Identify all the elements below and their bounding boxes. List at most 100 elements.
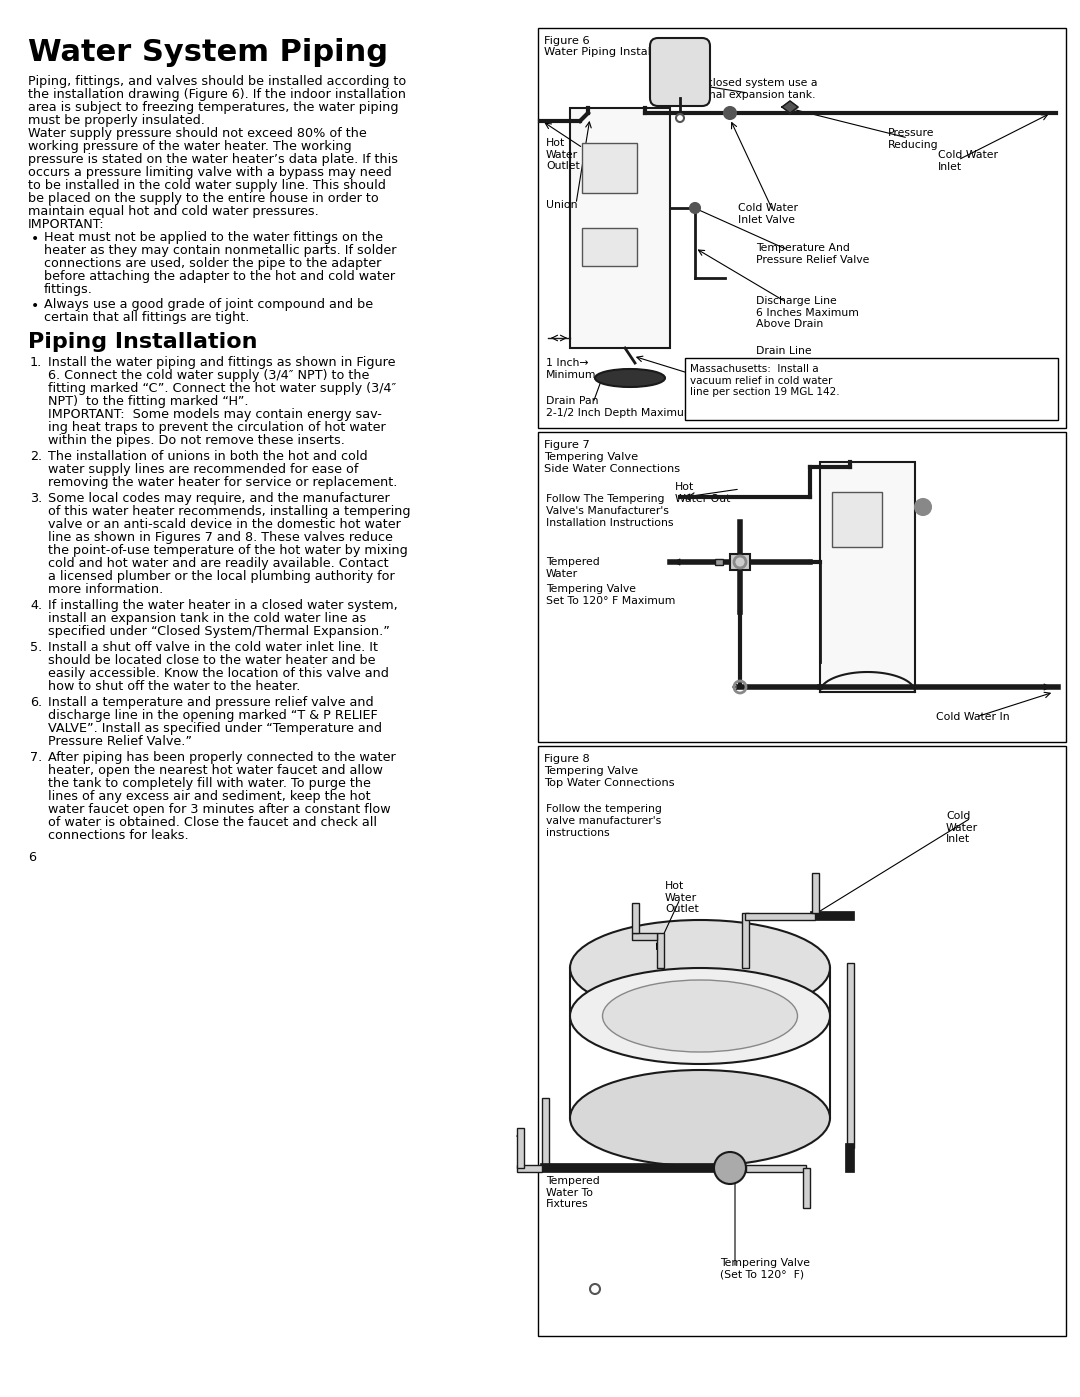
Text: connections for leaks.: connections for leaks. xyxy=(48,828,189,842)
Text: easily accessible. Know the location of this valve and: easily accessible. Know the location of … xyxy=(48,666,389,680)
Ellipse shape xyxy=(570,968,831,1065)
Bar xyxy=(715,559,723,564)
Bar xyxy=(538,28,1066,427)
Text: •: • xyxy=(31,232,39,246)
Text: In a closed system use a
thermal expansion tank.: In a closed system use a thermal expansi… xyxy=(683,78,818,99)
Bar xyxy=(730,555,750,570)
Text: 2.: 2. xyxy=(30,450,42,462)
Text: specified under “Closed System/Thermal Expansion.”: specified under “Closed System/Thermal E… xyxy=(48,624,390,638)
Text: Install a shut off valve in the cold water inlet line. It: Install a shut off valve in the cold wat… xyxy=(48,641,378,654)
Text: fitting marked “C”. Connect the hot water supply (3/4″: fitting marked “C”. Connect the hot wate… xyxy=(48,381,396,395)
Text: valve manufacturer's: valve manufacturer's xyxy=(546,816,661,826)
Text: •: • xyxy=(31,299,39,313)
Bar xyxy=(570,108,670,348)
Text: Heat must not be applied to the water fittings on the: Heat must not be applied to the water fi… xyxy=(44,231,383,244)
Text: area is subject to freezing temperatures, the water piping: area is subject to freezing temperatures… xyxy=(28,101,399,115)
Text: working pressure of the water heater. The working: working pressure of the water heater. Th… xyxy=(28,140,352,154)
Ellipse shape xyxy=(570,921,831,1016)
Bar xyxy=(582,142,637,193)
Text: Valve's Manufacturer's: Valve's Manufacturer's xyxy=(546,506,669,515)
FancyBboxPatch shape xyxy=(650,38,710,106)
Bar xyxy=(517,1127,524,1168)
Text: Tempering Valve: Tempering Valve xyxy=(544,453,638,462)
Text: Water Piping Installation: Water Piping Installation xyxy=(544,47,683,57)
Polygon shape xyxy=(782,101,798,113)
Text: the installation drawing (Figure 6). If the indoor installation: the installation drawing (Figure 6). If … xyxy=(28,88,406,101)
Bar xyxy=(538,432,1066,742)
Text: water faucet open for 3 minutes after a constant flow: water faucet open for 3 minutes after a … xyxy=(48,803,391,816)
Text: pressure is stated on the water heater’s data plate. If this: pressure is stated on the water heater’s… xyxy=(28,154,399,166)
Bar xyxy=(745,914,815,921)
Text: Union: Union xyxy=(546,200,578,210)
Text: heater, open the nearest hot water faucet and allow: heater, open the nearest hot water fauce… xyxy=(48,764,383,777)
Text: Figure 6: Figure 6 xyxy=(544,36,590,46)
Text: more information.: more information. xyxy=(48,583,163,597)
Text: how to shut off the water to the heater.: how to shut off the water to the heater. xyxy=(48,680,300,693)
Text: Installation Instructions: Installation Instructions xyxy=(546,518,674,528)
Text: Hot
Water
Outlet: Hot Water Outlet xyxy=(546,138,580,172)
Text: removing the water heater for service or replacement.: removing the water heater for service or… xyxy=(48,476,397,489)
Text: before attaching the adapter to the hot and cold water: before attaching the adapter to the hot … xyxy=(44,270,395,284)
Text: 4.: 4. xyxy=(30,599,42,612)
Text: 1 Inch→: 1 Inch→ xyxy=(546,358,589,367)
Text: instructions: instructions xyxy=(546,828,609,838)
Text: of water is obtained. Close the faucet and check all: of water is obtained. Close the faucet a… xyxy=(48,816,377,828)
Text: After piping has been properly connected to the water: After piping has been properly connected… xyxy=(48,752,395,764)
Text: Water supply pressure should not exceed 80% of the: Water supply pressure should not exceed … xyxy=(28,127,367,140)
Bar xyxy=(832,492,882,548)
Text: the point-of-use temperature of the hot water by mixing: the point-of-use temperature of the hot … xyxy=(48,543,408,557)
Circle shape xyxy=(915,499,931,515)
Bar xyxy=(746,1165,806,1172)
Bar xyxy=(847,963,854,1148)
Text: Discharge Line
6 Inches Maximum
Above Drain: Discharge Line 6 Inches Maximum Above Dr… xyxy=(756,296,859,330)
Text: Massachusetts:  Install a
vacuum relief in cold water
line per section 19 MGL 14: Massachusetts: Install a vacuum relief i… xyxy=(690,365,839,397)
Text: Tempering Valve: Tempering Valve xyxy=(544,766,638,775)
Text: discharge line in the opening marked “T & P RELIEF: discharge line in the opening marked “T … xyxy=(48,710,378,722)
Text: Pressure
Reducing: Pressure Reducing xyxy=(888,129,939,149)
Text: 3.: 3. xyxy=(30,492,42,504)
Text: Temperature And
Pressure Relief Valve: Temperature And Pressure Relief Valve xyxy=(756,243,869,264)
Text: Cold Water In: Cold Water In xyxy=(936,712,1010,722)
Text: Piping, fittings, and valves should be installed according to: Piping, fittings, and valves should be i… xyxy=(28,75,406,88)
Text: 1.: 1. xyxy=(30,356,42,369)
Text: occurs a pressure limiting valve with a bypass may need: occurs a pressure limiting valve with a … xyxy=(28,166,392,179)
Bar xyxy=(657,933,664,968)
Text: 6. Connect the cold water supply (3/4″ NPT) to the: 6. Connect the cold water supply (3/4″ N… xyxy=(48,369,369,381)
Text: Always use a good grade of joint compound and be: Always use a good grade of joint compoun… xyxy=(44,298,373,312)
Text: Install a temperature and pressure relief valve and: Install a temperature and pressure relie… xyxy=(48,696,374,710)
Bar xyxy=(582,228,637,265)
Text: Cold
Water
Inlet: Cold Water Inlet xyxy=(946,812,978,844)
Bar xyxy=(820,462,915,692)
Bar xyxy=(685,358,1058,420)
Text: Water: Water xyxy=(546,569,578,578)
Text: Tempering Valve: Tempering Valve xyxy=(546,584,636,594)
Text: Tempered
Water To
Fixtures: Tempered Water To Fixtures xyxy=(546,1176,599,1210)
Circle shape xyxy=(724,108,735,119)
Circle shape xyxy=(714,1153,746,1185)
Text: Top Water Connections: Top Water Connections xyxy=(544,778,675,788)
Text: The installation of unions in both the hot and cold: The installation of unions in both the h… xyxy=(48,450,367,462)
Text: to be installed in the cold water supply line. This should: to be installed in the cold water supply… xyxy=(28,179,386,191)
Text: Follow the tempering: Follow the tempering xyxy=(546,805,662,814)
Text: within the pipes. Do not remove these inserts.: within the pipes. Do not remove these in… xyxy=(48,434,345,447)
Text: Drain Line
3/4 Inch ID
Minimum: Drain Line 3/4 Inch ID Minimum xyxy=(756,346,815,379)
Text: Tempering Valve
(Set To 120°  F): Tempering Valve (Set To 120° F) xyxy=(720,1259,810,1280)
Text: Figure 7: Figure 7 xyxy=(544,440,590,450)
Text: Figure 8: Figure 8 xyxy=(544,754,590,764)
Text: 7.: 7. xyxy=(30,752,42,764)
Text: Drain Pan
2-1/2 Inch Depth Maximum: Drain Pan 2-1/2 Inch Depth Maximum xyxy=(546,395,694,418)
Text: Follow The Tempering: Follow The Tempering xyxy=(546,495,664,504)
Text: water supply lines are recommended for ease of: water supply lines are recommended for e… xyxy=(48,462,359,476)
Text: fittings.: fittings. xyxy=(44,284,93,296)
Text: lines of any excess air and sediment, keep the hot: lines of any excess air and sediment, ke… xyxy=(48,789,370,803)
Bar xyxy=(632,933,657,940)
Text: the tank to completely fill with water. To purge the: the tank to completely fill with water. … xyxy=(48,777,370,789)
Text: valve or an anti-scald device in the domestic hot water: valve or an anti-scald device in the dom… xyxy=(48,518,401,531)
Bar xyxy=(542,1098,549,1168)
Text: Cold Water
Inlet Valve: Cold Water Inlet Valve xyxy=(738,203,798,225)
Text: 5.: 5. xyxy=(30,641,42,654)
Text: VALVE”. Install as specified under “Temperature and: VALVE”. Install as specified under “Temp… xyxy=(48,722,382,735)
Text: install an expansion tank in the cold water line as: install an expansion tank in the cold wa… xyxy=(48,612,366,624)
Text: Piping Installation: Piping Installation xyxy=(28,332,257,352)
Text: must be properly insulated.: must be properly insulated. xyxy=(28,115,205,127)
